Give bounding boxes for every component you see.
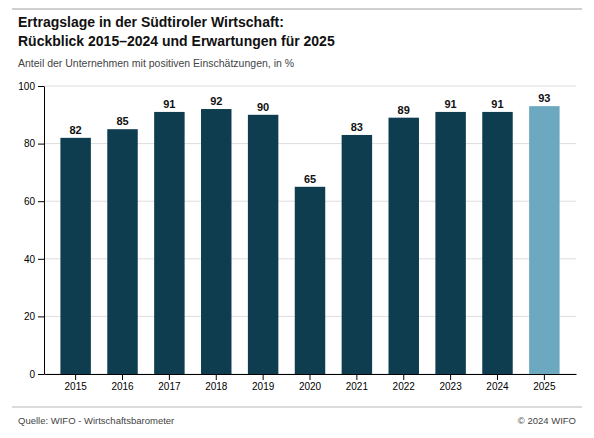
x-tick: 2017 xyxy=(158,374,181,392)
data-label: 83 xyxy=(351,121,363,133)
x-tick-mark xyxy=(497,374,498,380)
x-tick: 2020 xyxy=(299,374,322,392)
y-tick-mark xyxy=(38,144,44,145)
y-tick: 60 xyxy=(24,196,44,207)
x-tick-label: 2019 xyxy=(252,381,275,392)
x-tick-label: 2018 xyxy=(205,381,228,392)
bar xyxy=(389,118,419,374)
data-label: 91 xyxy=(491,98,503,110)
y-tick: 100 xyxy=(18,81,44,92)
y-tick: 80 xyxy=(24,138,44,149)
chart: Ertragslage in der Südtiroler Wirtschaft… xyxy=(0,0,594,438)
data-label: 92 xyxy=(210,95,222,107)
bar xyxy=(248,115,278,374)
x-tick-mark xyxy=(403,374,404,380)
bar xyxy=(482,112,512,374)
x-tick-label: 2022 xyxy=(393,381,416,392)
x-tick-mark xyxy=(310,374,311,380)
x-tick-mark xyxy=(122,374,123,380)
x-tick: 2025 xyxy=(533,374,556,392)
x-tick: 2015 xyxy=(65,374,88,392)
x-tick-label: 2021 xyxy=(346,381,369,392)
bar xyxy=(435,112,465,374)
x-tick: 2022 xyxy=(393,374,416,392)
y-tick: 0 xyxy=(29,369,44,380)
footer-rule xyxy=(12,407,582,408)
x-tick-label: 2015 xyxy=(65,381,88,392)
y-tick-label: 0 xyxy=(29,369,35,380)
bar xyxy=(60,138,90,374)
y-axis: 0 20 40 60 80 100 xyxy=(18,81,44,380)
data-label: 91 xyxy=(444,98,456,110)
grid-line xyxy=(44,86,576,87)
footer-note: © 2024 WIFO xyxy=(518,415,576,426)
x-tick: 2021 xyxy=(346,374,369,392)
grid xyxy=(44,86,576,374)
x-tick-label: 2023 xyxy=(439,381,462,392)
x-axis: 2015 2016 2017 2018 2019 2020 2021 2022 2023 2024… xyxy=(45,374,577,392)
title: Rückblick 2015–2024 und Erwartungen für … xyxy=(18,33,335,49)
bar xyxy=(529,106,559,374)
y-tick-label: 100 xyxy=(18,81,35,92)
y-tick-mark xyxy=(38,259,44,260)
data-label: 93 xyxy=(538,92,550,104)
data-labels: 82 85 91 92 90 65 83 89 91 91 93 xyxy=(70,92,551,185)
x-tick-mark xyxy=(263,374,264,380)
data-label: 89 xyxy=(398,104,410,116)
y-tick-mark xyxy=(38,316,44,317)
y-tick-label: 20 xyxy=(24,311,36,322)
bar xyxy=(342,135,372,374)
y-tick-label: 40 xyxy=(24,253,36,264)
footer-note: Quelle: WIFO - Wirtschaftsbarometer xyxy=(18,415,174,426)
x-tick-label: 2020 xyxy=(299,381,322,392)
bar xyxy=(154,112,184,374)
bar xyxy=(295,187,325,374)
x-tick-label: 2024 xyxy=(486,381,509,392)
y-axis-line xyxy=(44,87,45,375)
x-tick: 2023 xyxy=(439,374,462,392)
x-tick-mark xyxy=(544,374,545,380)
x-tick-label: 2016 xyxy=(111,381,134,392)
x-tick-label: 2025 xyxy=(533,381,556,392)
y-tick-label: 80 xyxy=(24,138,36,149)
subtitle: Anteil der Unternehmen mit positiven Ein… xyxy=(18,57,294,69)
x-tick: 2024 xyxy=(486,374,509,392)
y-tick-mark xyxy=(38,201,44,202)
y-tick-label: 60 xyxy=(24,196,36,207)
bar xyxy=(107,129,137,374)
data-label: 65 xyxy=(304,173,316,185)
data-label: 90 xyxy=(257,101,269,113)
x-tick: 2016 xyxy=(111,374,134,392)
data-label: 85 xyxy=(116,115,128,127)
x-tick-mark xyxy=(450,374,451,380)
y-tick-mark xyxy=(38,86,44,87)
title: Ertragslage in der Südtiroler Wirtschaft… xyxy=(18,14,284,30)
x-tick-mark xyxy=(75,374,76,380)
y-tick: 20 xyxy=(24,311,44,322)
data-label: 91 xyxy=(163,98,175,110)
x-tick-mark xyxy=(169,374,170,380)
x-tick: 2019 xyxy=(252,374,275,392)
bar xyxy=(201,109,231,374)
y-tick-mark xyxy=(38,374,44,375)
data-label: 82 xyxy=(70,124,82,136)
header-rule xyxy=(12,9,582,10)
x-tick-mark xyxy=(356,374,357,380)
bars xyxy=(60,106,559,374)
y-tick: 40 xyxy=(24,253,44,264)
x-tick-label: 2017 xyxy=(158,381,181,392)
x-tick: 2018 xyxy=(205,374,228,392)
x-tick-mark xyxy=(216,374,217,380)
